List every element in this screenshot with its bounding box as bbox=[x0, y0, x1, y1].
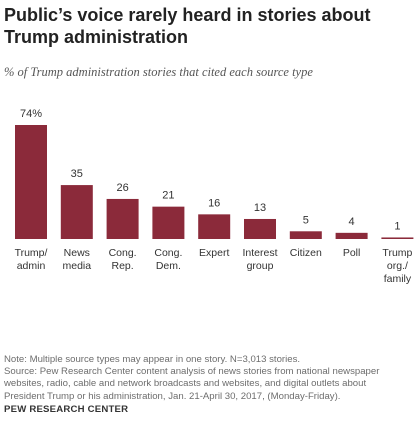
bar-value-label: 21 bbox=[162, 190, 174, 202]
note-line: President Trump or his administration, J… bbox=[4, 391, 416, 403]
note-line: Source: Pew Research Center content anal… bbox=[4, 366, 416, 378]
bar bbox=[61, 185, 93, 239]
bar bbox=[336, 233, 368, 239]
category-label: Cong. Rep. bbox=[109, 247, 137, 272]
category-label: Poll bbox=[343, 247, 361, 259]
bar bbox=[244, 219, 276, 239]
bar-value-label: 4 bbox=[349, 216, 355, 228]
category-label: Expert bbox=[199, 247, 229, 259]
bar bbox=[152, 207, 184, 239]
bar-value-label: 74% bbox=[20, 108, 42, 120]
bar-value-label: 13 bbox=[254, 202, 266, 214]
bar-value-label: 16 bbox=[208, 197, 220, 209]
pew-brand: PEW RESEARCH CENTER bbox=[4, 404, 128, 415]
bar-value-label: 5 bbox=[303, 214, 309, 226]
category-label: Interest group bbox=[242, 247, 277, 272]
bar-value-label: 35 bbox=[71, 168, 83, 180]
bar-value-label: 1 bbox=[394, 220, 400, 232]
source-note: Note: Multiple source types may appear i… bbox=[4, 354, 416, 403]
category-label: Cong. Dem. bbox=[154, 247, 182, 272]
bar bbox=[198, 214, 230, 239]
category-label: Citizen bbox=[290, 247, 322, 259]
bar-value-label: 26 bbox=[116, 182, 128, 194]
bar bbox=[15, 125, 47, 239]
bar bbox=[107, 199, 139, 239]
category-label: Trump org./family bbox=[382, 247, 412, 285]
category-label: Trump/admin bbox=[15, 247, 48, 272]
bar bbox=[381, 237, 413, 239]
note-line: Note: Multiple source types may appear i… bbox=[4, 354, 416, 366]
note-line: websites, radio, cable and network broad… bbox=[4, 378, 416, 390]
bar bbox=[290, 231, 322, 239]
category-label: News media bbox=[62, 247, 91, 272]
bar-chart: 74% Trump/admin 35 News media 26 Cong. Rep. 21 Co… bbox=[0, 0, 420, 350]
